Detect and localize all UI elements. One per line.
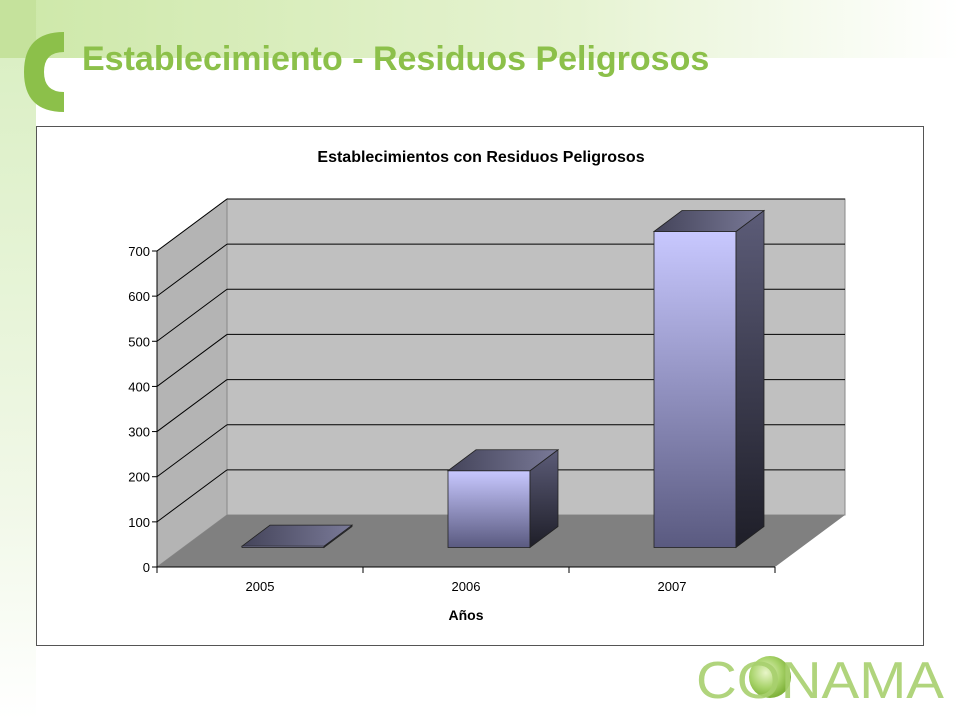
gridline-diagonal (156, 334, 228, 387)
x-tick-label: 2005 (246, 579, 275, 594)
bar-top (240, 524, 354, 547)
y-tick-label: 700 (128, 244, 150, 259)
bar-top (652, 210, 766, 232)
y-tick-label: 200 (128, 470, 150, 485)
x-axis-ticks: 2005 2006 2007 (156, 567, 776, 594)
x-tick-label: 2006 (452, 579, 481, 594)
x-tick-label: 2007 (658, 579, 687, 594)
bar-front (653, 231, 737, 548)
y-tick-label: 400 (128, 379, 150, 394)
y-tick-label: 300 (128, 425, 150, 440)
logo-text: CONAMA (696, 652, 944, 706)
bar-chart: Establecimientos con Residuos Peligrosos… (128, 149, 846, 623)
chart-title: Establecimientos con Residuos Peligrosos (317, 149, 644, 166)
conama-logo: CONAMA (696, 652, 944, 706)
gridline-diagonal (156, 198, 228, 252)
bar-side (735, 209, 765, 549)
bars (240, 209, 766, 549)
chart-frame: Establecimientos con Residuos Peligrosos… (36, 126, 924, 646)
slide-title: Establecimiento - Residuos Peligrosos (82, 40, 710, 78)
side-wall (156, 198, 228, 568)
y-tick-label: 600 (128, 289, 150, 304)
bar-2006 (446, 448, 560, 549)
bar-top (446, 449, 560, 472)
gridline-diagonal (156, 288, 228, 342)
bar-2005 (240, 524, 354, 549)
y-tick-label: 500 (128, 334, 150, 349)
gridline-diagonal (156, 424, 228, 478)
bar-front (447, 470, 531, 548)
y-axis-ticks: 0 100 200 300 400 500 600 700 (128, 244, 157, 575)
y-tick-label: 100 (128, 515, 150, 530)
x-axis-title: Años (449, 607, 484, 623)
gridline-diagonal (156, 469, 228, 523)
bracket-icon (24, 32, 64, 112)
bar-2007 (652, 209, 766, 549)
y-tick-label: 0 (143, 560, 150, 575)
gridline-diagonal (156, 243, 228, 297)
gridline-diagonal (156, 379, 228, 432)
